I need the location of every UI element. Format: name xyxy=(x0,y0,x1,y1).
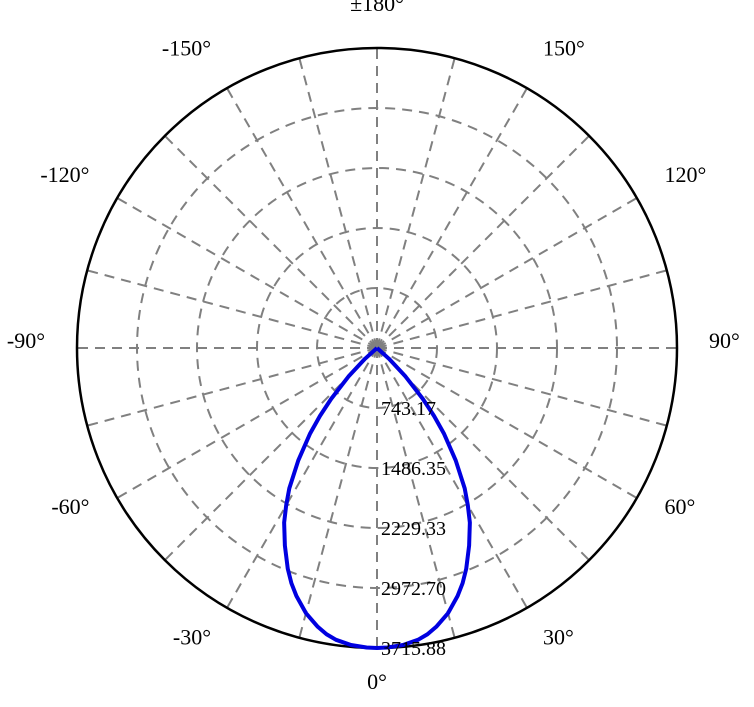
angle-label: -150° xyxy=(162,35,211,60)
grid-spoke xyxy=(377,270,667,348)
grid-spoke xyxy=(117,198,377,348)
angle-label: ±180° xyxy=(350,0,404,16)
polar-svg: 0° 30° 60° 90° 120° 150° ±180° -150° -120° -90° -6… xyxy=(0,0,754,707)
grid-spoke xyxy=(377,198,637,348)
polar-chart: 0° 30° 60° 90° 120° 150° ±180° -150° -120° -90° -6… xyxy=(0,0,754,707)
angle-label: -30° xyxy=(173,625,211,650)
angle-label: 0° xyxy=(367,669,387,694)
grid-spoke xyxy=(377,88,527,348)
radial-label: 2972.70 xyxy=(381,578,446,600)
angle-label: -90° xyxy=(7,328,45,353)
angle-label: 120° xyxy=(665,162,707,187)
grid-spoke xyxy=(87,348,377,426)
grid-spoke xyxy=(377,58,455,348)
grid-spoke xyxy=(227,88,377,348)
radial-label: 3715.88 xyxy=(381,638,446,660)
angle-label: -120° xyxy=(40,162,89,187)
radial-label: 743.17 xyxy=(381,398,436,420)
angle-label: 90° xyxy=(709,328,740,353)
grid-spoke xyxy=(299,58,377,348)
angle-label: -60° xyxy=(51,494,89,519)
radial-label: 2229.33 xyxy=(381,518,446,540)
grid-spoke xyxy=(165,136,377,348)
grid-spoke xyxy=(87,270,377,348)
angle-label: 150° xyxy=(543,35,585,60)
grid-spoke xyxy=(117,348,377,498)
radial-label: 1486.35 xyxy=(381,458,446,480)
angle-label: 30° xyxy=(543,625,574,650)
angle-label: 60° xyxy=(665,494,696,519)
grid-spoke xyxy=(377,136,589,348)
grid-spoke xyxy=(227,348,377,608)
